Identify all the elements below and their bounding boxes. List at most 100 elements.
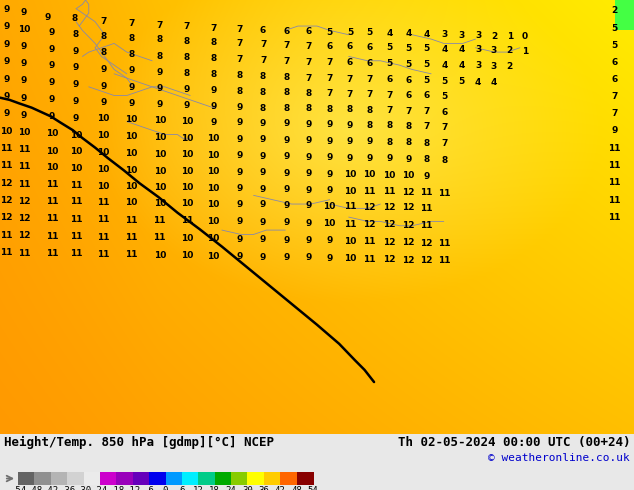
- Text: 4: 4: [458, 45, 465, 54]
- Text: 7: 7: [424, 107, 430, 116]
- Text: 4: 4: [424, 30, 430, 39]
- Text: 9: 9: [306, 153, 312, 162]
- Text: 9: 9: [366, 138, 373, 147]
- Text: 11: 11: [608, 213, 621, 222]
- Text: 12: 12: [0, 214, 13, 222]
- Text: 7: 7: [260, 40, 266, 49]
- Bar: [280, 472, 297, 485]
- Text: 3: 3: [491, 46, 497, 55]
- Text: 11: 11: [383, 187, 396, 196]
- Text: 5: 5: [611, 24, 618, 33]
- Text: 10: 10: [46, 163, 58, 172]
- Text: 9: 9: [283, 119, 290, 128]
- Text: 9: 9: [283, 152, 290, 161]
- Text: 11: 11: [46, 180, 58, 190]
- Text: 11: 11: [97, 215, 110, 224]
- Text: 9: 9: [236, 252, 243, 261]
- Text: 9: 9: [157, 68, 163, 76]
- Text: 10: 10: [125, 132, 138, 141]
- Text: 11: 11: [0, 161, 13, 171]
- Text: 11: 11: [608, 196, 621, 205]
- Text: 8: 8: [73, 30, 79, 39]
- Text: 9: 9: [306, 186, 312, 195]
- Text: 11: 11: [363, 237, 376, 246]
- Text: 4: 4: [441, 45, 448, 53]
- Text: 7: 7: [306, 58, 312, 67]
- Text: 5: 5: [441, 76, 448, 86]
- Text: 0: 0: [522, 32, 528, 41]
- Text: 9: 9: [21, 8, 27, 17]
- Text: 4: 4: [386, 29, 392, 38]
- Text: 10: 10: [18, 25, 30, 34]
- Text: 11: 11: [363, 255, 376, 264]
- Text: 11: 11: [125, 216, 138, 224]
- Bar: [297, 472, 313, 485]
- Text: 8: 8: [100, 49, 107, 57]
- Text: 7: 7: [347, 74, 353, 83]
- Text: 7: 7: [157, 21, 163, 30]
- Text: 11: 11: [97, 233, 110, 242]
- Text: 10: 10: [46, 129, 58, 138]
- Text: 7: 7: [347, 90, 353, 98]
- Text: 11: 11: [438, 189, 451, 197]
- Text: 7: 7: [236, 25, 243, 34]
- Text: 9: 9: [210, 86, 217, 95]
- Text: 7: 7: [366, 90, 373, 99]
- Text: 10: 10: [181, 167, 193, 176]
- Text: 10: 10: [207, 184, 220, 193]
- Text: 10: 10: [207, 199, 220, 209]
- Text: 10: 10: [181, 199, 193, 208]
- Text: 2: 2: [507, 62, 513, 72]
- Text: 2: 2: [507, 46, 513, 55]
- Text: -42: -42: [42, 486, 59, 490]
- Text: 12: 12: [383, 220, 396, 229]
- Text: 6: 6: [347, 58, 353, 68]
- Text: 7: 7: [184, 23, 190, 31]
- Text: 10: 10: [181, 183, 193, 193]
- Text: 9: 9: [283, 169, 290, 178]
- Text: 10: 10: [125, 166, 138, 174]
- Text: 10: 10: [402, 172, 415, 180]
- Text: 9: 9: [3, 23, 10, 31]
- Text: 0: 0: [163, 486, 168, 490]
- Text: 9: 9: [283, 185, 290, 194]
- Text: 6: 6: [260, 26, 266, 35]
- Text: 9: 9: [21, 59, 27, 68]
- Text: 10: 10: [153, 133, 166, 142]
- Text: 7: 7: [283, 57, 290, 66]
- Text: 12: 12: [402, 221, 415, 230]
- Text: 9: 9: [21, 42, 27, 51]
- Text: 8: 8: [184, 53, 190, 62]
- Text: 11: 11: [46, 197, 58, 206]
- Text: 8: 8: [260, 88, 266, 97]
- Text: 36: 36: [259, 486, 269, 490]
- Text: 8: 8: [236, 72, 243, 80]
- Bar: [51, 472, 68, 485]
- Text: 8: 8: [366, 121, 373, 130]
- Text: 9: 9: [236, 168, 243, 177]
- Text: 7: 7: [260, 56, 266, 65]
- Text: -12: -12: [125, 486, 141, 490]
- Text: 8: 8: [128, 50, 134, 59]
- Text: -36: -36: [59, 486, 75, 490]
- Text: 30: 30: [242, 486, 253, 490]
- Text: 11: 11: [0, 144, 13, 153]
- Text: 7: 7: [327, 74, 333, 83]
- Text: 48: 48: [291, 486, 302, 490]
- Text: 8: 8: [283, 104, 290, 113]
- Text: 12: 12: [0, 196, 13, 205]
- Text: 9: 9: [283, 253, 290, 262]
- Text: 10: 10: [125, 149, 138, 158]
- Text: 6: 6: [441, 107, 448, 117]
- Text: 9: 9: [327, 237, 333, 245]
- Text: 9: 9: [49, 61, 55, 71]
- Text: 9: 9: [306, 169, 312, 178]
- Text: 9: 9: [100, 82, 107, 91]
- Text: 5: 5: [386, 43, 392, 52]
- Text: -18: -18: [108, 486, 124, 490]
- Text: 12: 12: [402, 256, 415, 265]
- Text: 9: 9: [21, 111, 27, 120]
- Text: 7: 7: [441, 122, 448, 132]
- Text: 10: 10: [153, 183, 166, 192]
- Text: 10: 10: [97, 165, 110, 174]
